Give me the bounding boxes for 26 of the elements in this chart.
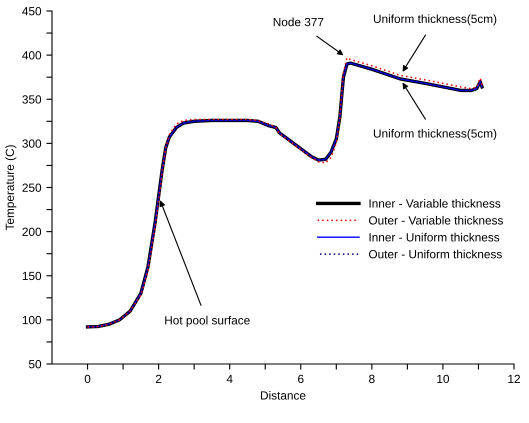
annotation: Uniform thickness(5cm) (374, 129, 496, 140)
annotation: Hot pool surface (165, 316, 250, 327)
x-tick-label: 4 (226, 374, 233, 383)
y-tick-label: 400 (22, 51, 42, 60)
y-tick-label: 450 (22, 7, 42, 16)
legend-label: Inner - Uniform thickness (370, 232, 500, 242)
legend-label: Outer - Uniform thickness (368, 250, 502, 258)
x-tick-label: 8 (369, 374, 375, 384)
y-tick-label: 50 (28, 360, 42, 368)
y-tick-label: 300 (22, 139, 42, 148)
y-tick-label: 200 (22, 228, 42, 236)
y-tick-label: 350 (22, 95, 42, 104)
x-tick-label: 10 (437, 374, 450, 384)
y-tick-label: 150 (22, 272, 42, 280)
y-axis-title: Temperature (C) (5, 145, 16, 230)
legend-label: Outer - Variable thickness (368, 216, 503, 225)
legend-label: Inner - Variable thickness (370, 198, 500, 208)
x-tick-label: 2 (156, 374, 162, 383)
annotation: Uniform thickness(5cm) (374, 14, 496, 26)
y-tick-label: 250 (22, 184, 42, 192)
x-tick-label: 6 (298, 374, 304, 384)
annotation: Node 377 (274, 18, 324, 26)
y-tick-label: 100 (22, 316, 42, 324)
x-tick-label: 0 (84, 374, 90, 384)
x-axis-title: Distance (261, 390, 306, 400)
x-tick-label: 12 (508, 374, 520, 383)
